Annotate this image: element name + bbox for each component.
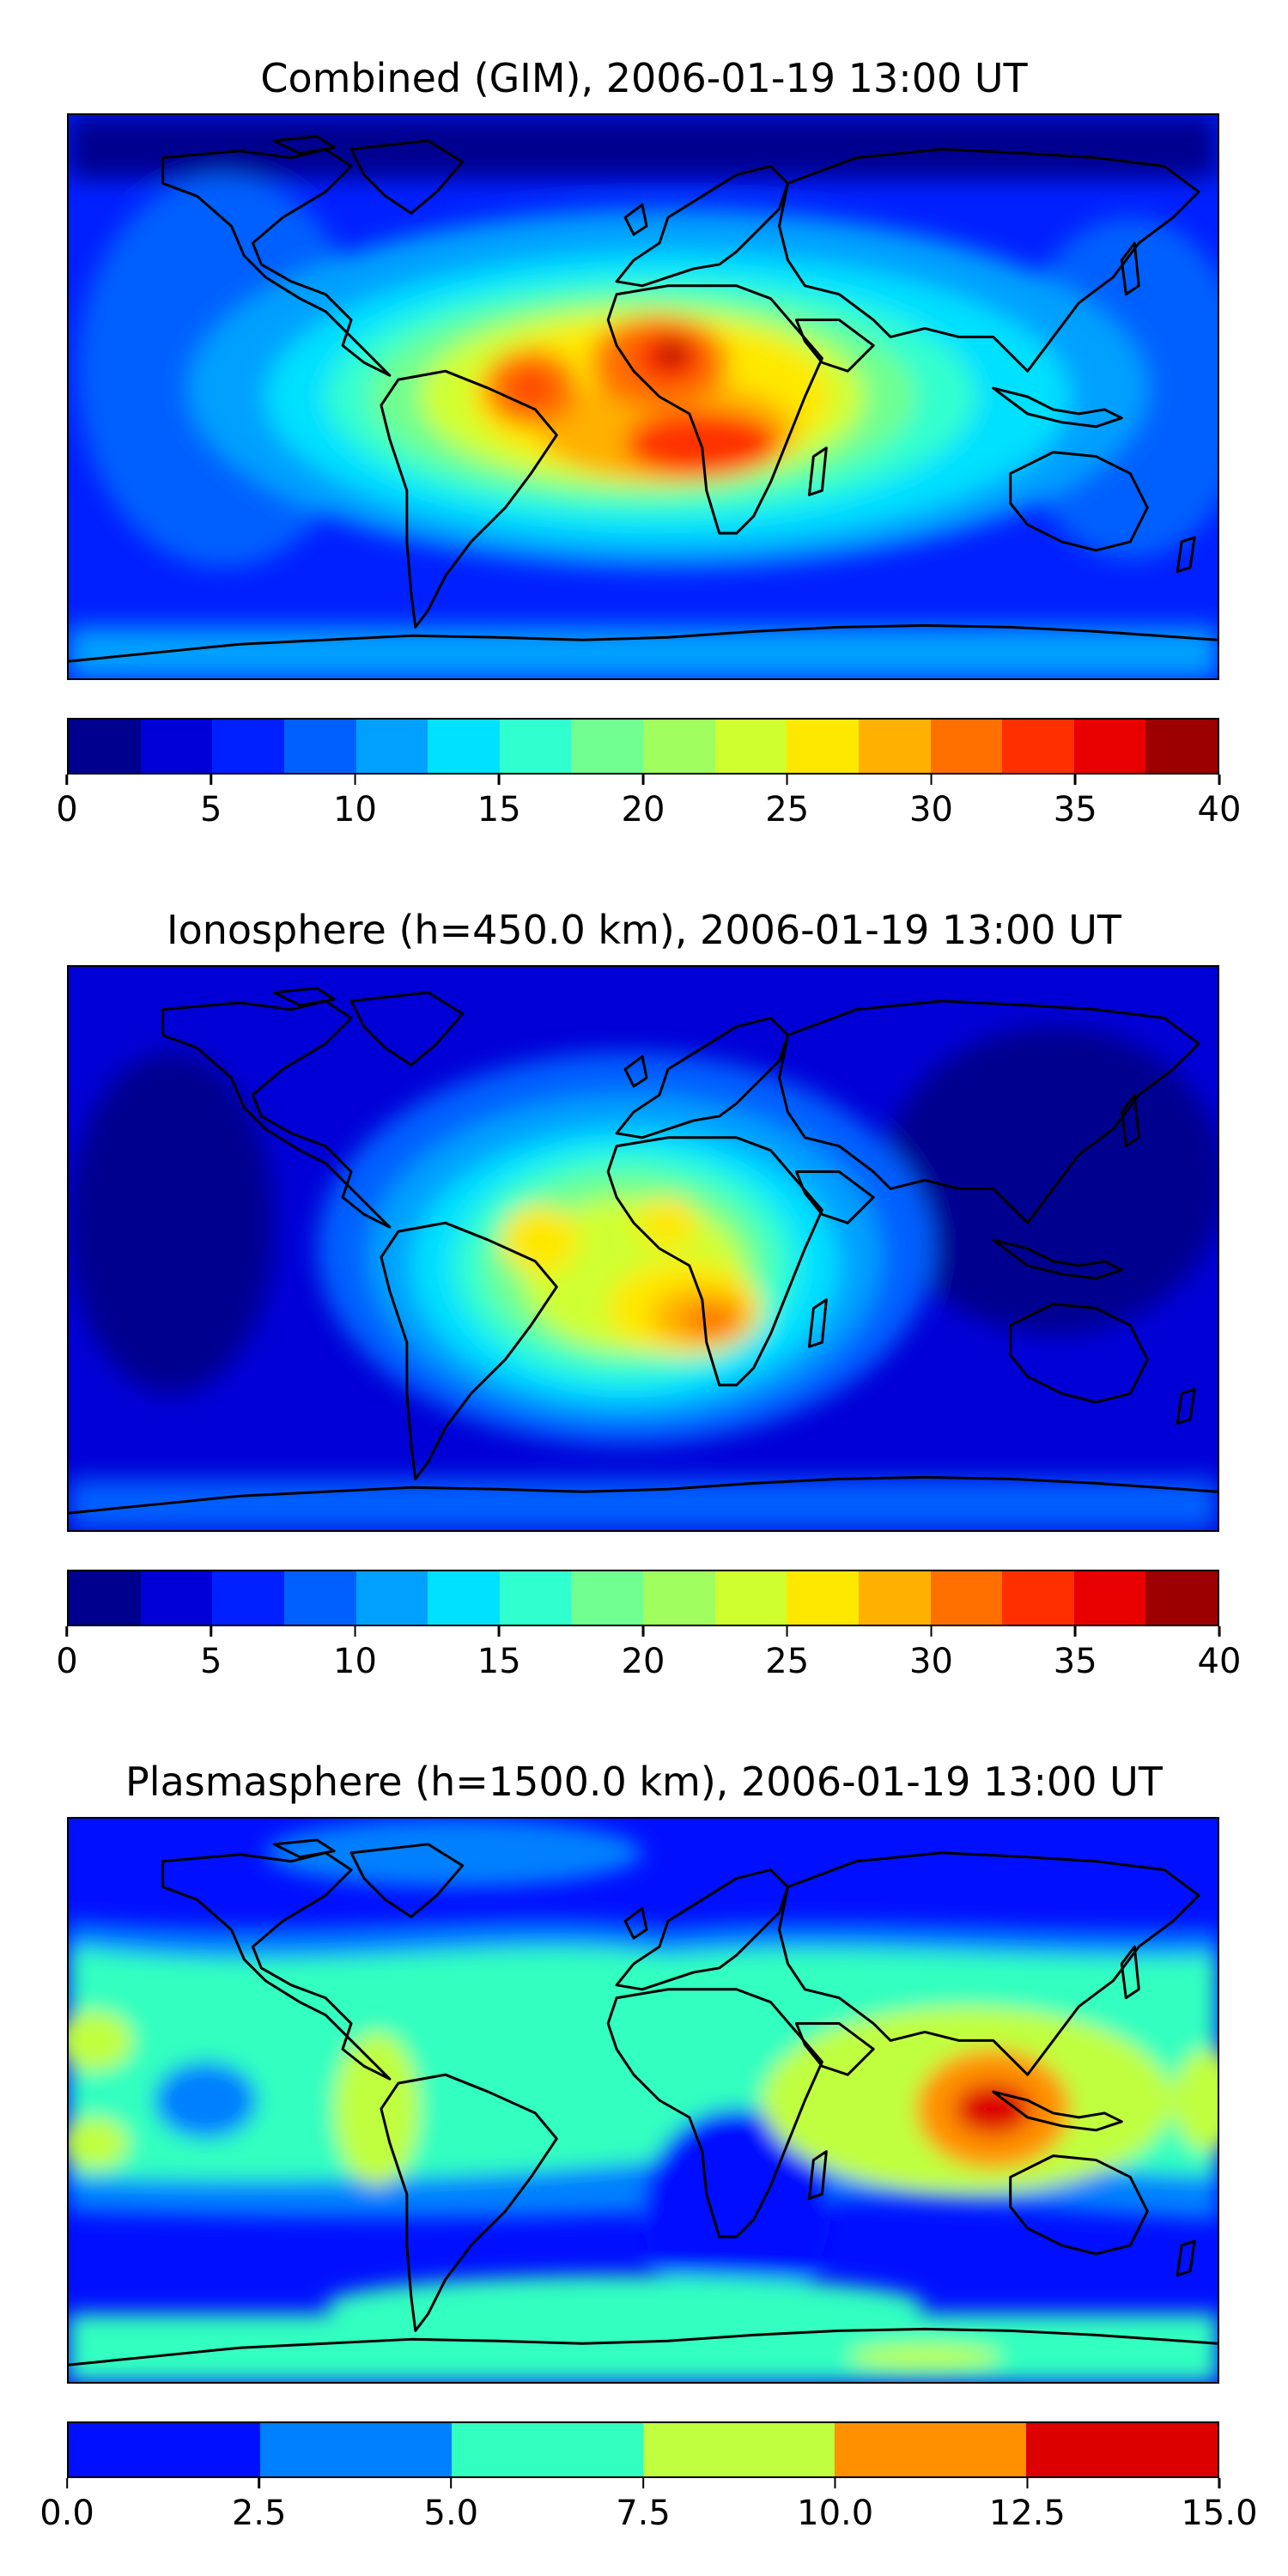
colorbar-swatch [1073,720,1146,773]
colorbar-swatch [428,1571,500,1625]
colorbar-swatch [643,2423,835,2476]
colorbar-tick-label: 15 [477,775,521,829]
panel3-colorbar [67,2421,1219,2478]
colorbar-tick-label: 35 [1054,775,1097,829]
colorbar-tick-label: 20 [622,775,665,829]
panel2-title: Ionosphere (h=450.0 km), 2006-01-19 13:0… [167,907,1121,953]
colorbar-swatch [714,720,787,773]
panel2-map [67,965,1219,1532]
colorbar-swatch [930,720,1003,773]
colorbar-swatch [787,720,859,773]
panel2-colorbar-ticks: 0 5 10 15 20 25 30 35 40 [56,1626,1241,1681]
colorbar-swatch [499,720,572,773]
colorbar-swatch [260,2423,452,2476]
colorbar-tick-label: 10 [333,1626,377,1681]
colorbar-swatch [571,1571,643,1625]
colorbar-tick-label: 10 [333,775,377,829]
colorbar-swatch [283,720,356,773]
colorbar-tick-label: 15.0 [1181,2478,1257,2533]
panel1-colorbar-ticks: 0 5 10 15 20 25 30 35 40 [56,775,1241,829]
colorbar-tick-label: 0 [56,775,77,829]
panel1-colorbar [67,718,1219,775]
colorbar-tick-label: 30 [909,775,953,829]
colorbar-swatch [1145,1571,1218,1625]
colorbar-swatch [643,720,715,773]
colorbar-tick-label: 5.0 [424,2478,479,2533]
colorbar-swatch [428,720,500,773]
colorbar-tick-label: 25 [765,1626,809,1681]
colorbar-tick-label: 12.5 [989,2478,1066,2533]
panel3-title: Plasmasphere (h=1500.0 km), 2006-01-19 1… [125,1759,1163,1805]
colorbar-swatch [212,720,284,773]
colorbar-swatch [499,1571,572,1625]
colorbar-tick-label: 0 [56,1626,77,1681]
colorbar-swatch [355,720,428,773]
colorbar-swatch [140,720,213,773]
colorbar-swatch [69,2423,260,2476]
colorbar-swatch [1002,720,1074,773]
colorbar-swatch [452,2423,643,2476]
colorbar-tick-label: 2.5 [232,2478,287,2533]
colorbar-swatch [355,1571,428,1625]
colorbar-tick-label: 20 [622,1626,665,1681]
colorbar-swatch [643,1571,715,1625]
colorbar-tick-label: 5 [200,1626,222,1681]
colorbar-tick-label: 10.0 [797,2478,873,2533]
colorbar-swatch [835,2423,1026,2476]
colorbar-tick-label: 40 [1198,1626,1242,1681]
colorbar-swatch [69,1571,141,1625]
colorbar-swatch [571,720,643,773]
colorbar-tick-label: 35 [1054,1626,1097,1681]
panel1-map [67,113,1219,680]
colorbar-swatch [69,720,141,773]
colorbar-tick-label: 40 [1198,775,1242,829]
colorbar-tick-label: 25 [765,775,809,829]
colorbar-tick-label: 7.5 [616,2478,671,2533]
colorbar-swatch [787,1571,859,1625]
panel3-colorbar-ticks: 0.0 2.5 5.0 7.5 10.0 12.5 15.0 [39,2478,1257,2533]
colorbar-tick-label: 30 [909,1626,953,1681]
panel1-title: Combined (GIM), 2006-01-19 13:00 UT [260,55,1028,101]
colorbar-swatch [140,1571,213,1625]
colorbar-swatch [858,720,931,773]
colorbar-tick-label: 5 [200,775,222,829]
colorbar-swatch [858,1571,931,1625]
panel2-colorbar [67,1570,1219,1626]
colorbar-swatch [930,1571,1003,1625]
colorbar-swatch [1002,1571,1074,1625]
colorbar-swatch [1073,1571,1146,1625]
panel3-map [67,1817,1219,2384]
colorbar-swatch [1145,720,1218,773]
colorbar-swatch [212,1571,284,1625]
colorbar-tick-label: 15 [477,1626,521,1681]
colorbar-swatch [714,1571,787,1625]
colorbar-swatch [283,1571,356,1625]
colorbar-tick-label: 0.0 [39,2478,94,2533]
colorbar-swatch [1026,2423,1218,2476]
